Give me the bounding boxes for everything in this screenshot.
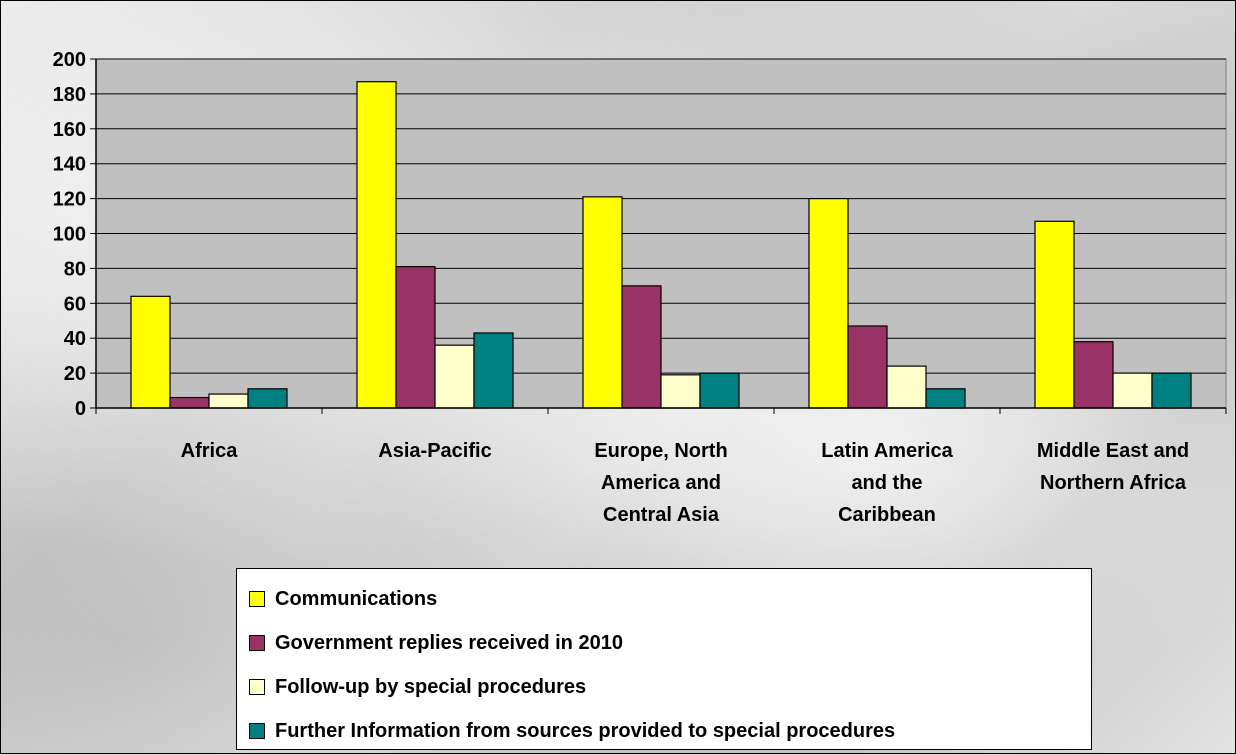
y-tick-label: 20 [64,363,86,385]
y-tick-label: 40 [64,328,86,350]
x-category-label: Africa [181,440,239,462]
y-tick-label: 200 [53,49,86,71]
legend-swatch [249,635,265,651]
legend-label: Follow-up by special procedures [275,675,587,698]
y-tick-label: 80 [64,258,86,280]
legend-label: Communications [275,587,438,610]
bar [356,81,397,409]
bar [1034,220,1075,409]
x-category-label: Europe, North America and Central Asia [594,440,727,526]
legend-swatch [249,591,265,607]
legend-item: Communications [249,577,1091,621]
legend-item: Government replies received in 2010 [249,621,1091,665]
bar [847,325,888,409]
bar [434,344,475,409]
y-tick-label: 0 [75,398,86,420]
legend-label: Further Information from sources provide… [275,719,896,742]
x-category-label: Asia-Pacific [378,440,491,462]
bar [699,372,740,409]
bar [660,374,701,409]
y-tick-label: 180 [53,84,86,106]
bar [808,198,849,409]
legend-item: Further Information from sources provide… [249,709,1091,753]
bar [169,396,210,409]
y-tick-label: 140 [53,154,86,176]
legend-item: Follow-up by special procedures [249,665,1091,709]
x-axis-categories: Africa Asia-Pacific Europe, North America a… [181,440,1189,526]
bar [925,388,966,409]
legend: Communications Government replies receiv… [236,568,1092,750]
y-tick-label: 60 [64,293,86,315]
legend-swatch [249,679,265,695]
y-tick-label: 120 [53,189,86,211]
bar [886,365,927,409]
bar [1073,341,1114,409]
x-category-label: Latin America and the Caribbean [821,440,953,526]
bar [247,388,288,409]
y-tick-label: 160 [53,119,86,141]
bar [473,332,514,409]
bar [130,295,171,409]
bar [582,196,623,409]
y-axis-ticks: 0 20 40 60 80 100 120 140 160 180 200 [53,49,96,420]
legend-label: Government replies received in 2010 [275,631,623,654]
x-category-label: Middle East and Northern Africa [1037,440,1189,494]
bar [1112,372,1153,409]
bar [621,285,662,409]
bar [1151,372,1192,409]
legend-swatch [249,723,265,739]
bar [395,266,436,409]
bar [208,393,249,409]
y-tick-label: 100 [53,224,86,246]
